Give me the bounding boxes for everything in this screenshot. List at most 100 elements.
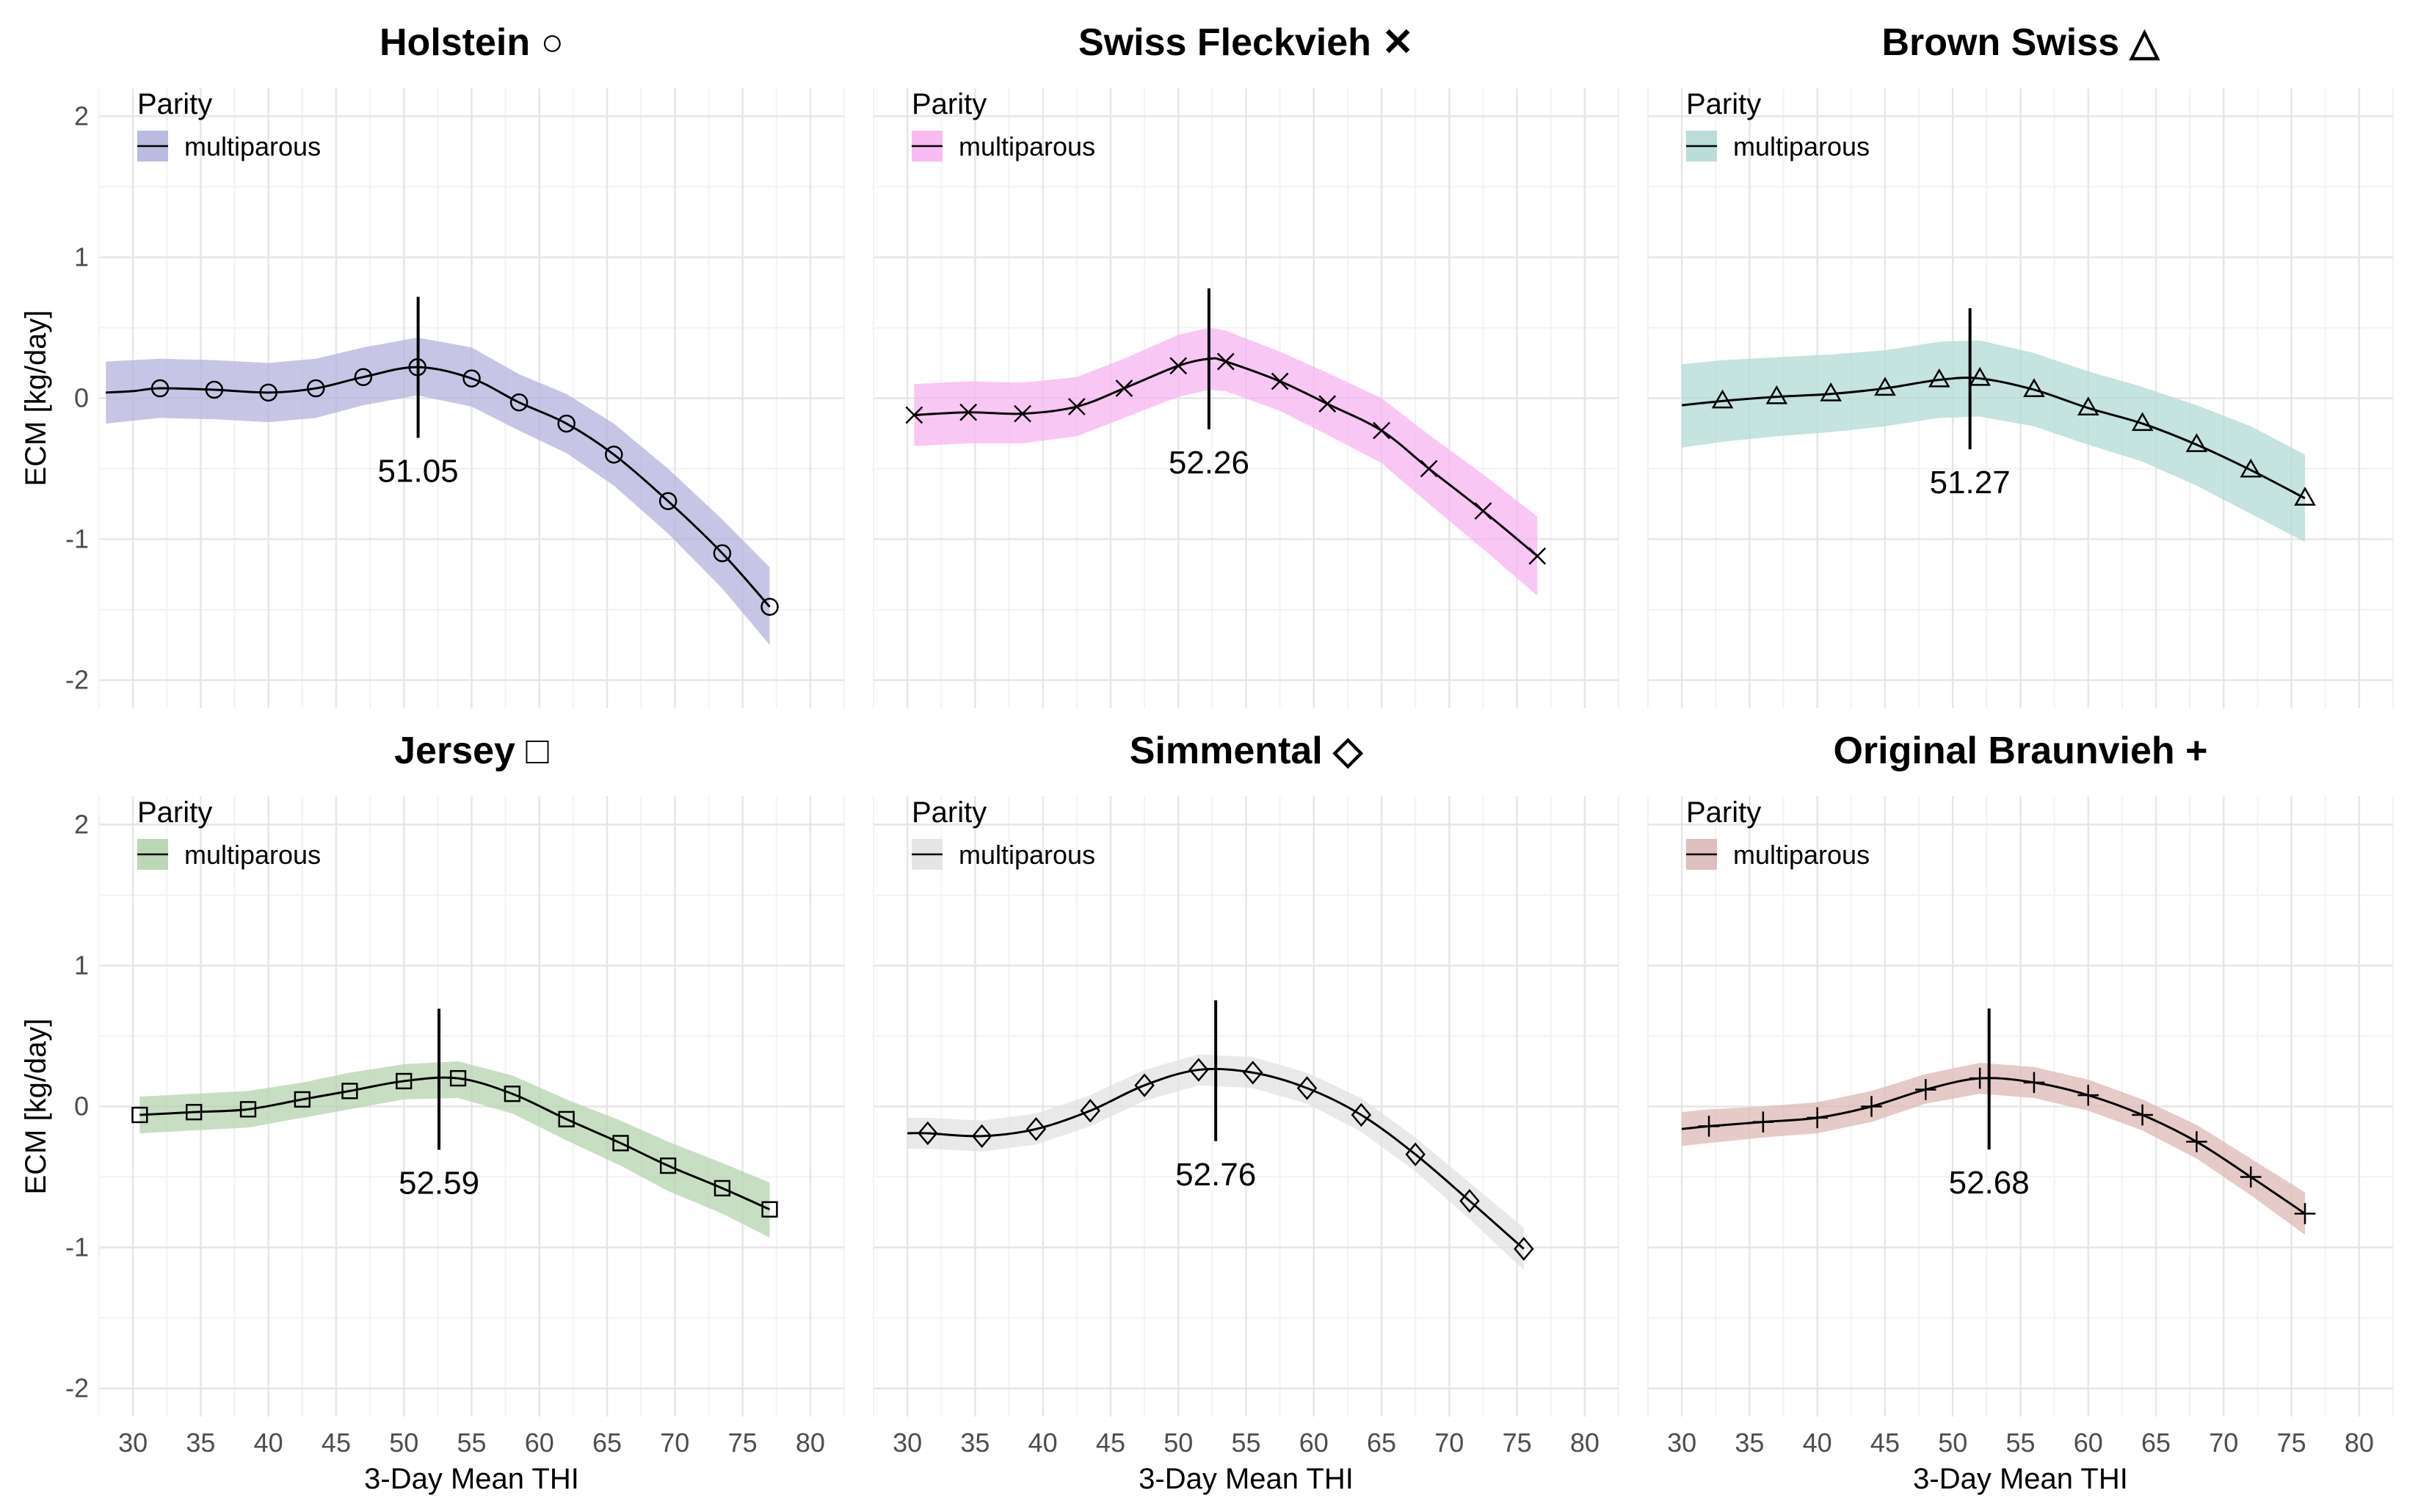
y-tick-label: 1: [74, 950, 89, 980]
x-tick-label: 80: [1570, 1428, 1600, 1458]
y-tick-label: -2: [65, 1373, 89, 1403]
data-point: [2023, 1072, 2045, 1094]
data-point: [2077, 396, 2099, 415]
data-point: [658, 492, 678, 510]
panel-title: Jersey □: [394, 730, 549, 772]
data-point: [307, 379, 325, 398]
data-point: [1874, 377, 1896, 396]
data-point: [1115, 379, 1133, 397]
x-tick-label: 75: [1503, 1428, 1532, 1458]
panel-4: Jersey □ -2 -1 0 1 2 ECM [kg/day] 30 35 40 45 50 55 6…: [20, 730, 845, 1495]
data-point: [659, 1157, 677, 1174]
data-point: [1188, 1058, 1209, 1082]
panel-title: Swiss Fleckvieh ✕: [1078, 21, 1414, 64]
confidence-band: [1682, 1062, 2306, 1235]
y-tick-label: 2: [74, 809, 89, 839]
x-tick-label: 65: [1367, 1428, 1396, 1458]
x-tick-label: 50: [1163, 1428, 1193, 1458]
data-point: [1474, 502, 1492, 520]
data-point: [1698, 1116, 1720, 1137]
x-tick-label: 45: [322, 1428, 351, 1458]
data-point: [1373, 421, 1390, 440]
data-point: [1318, 395, 1337, 413]
data-point: [959, 403, 978, 421]
legend-title: Parity: [1686, 796, 1761, 829]
data-point: [2294, 487, 2316, 506]
y-tick-label: -2: [65, 665, 89, 695]
legend-label: multiparous: [1733, 840, 1870, 870]
x-tick-label: 65: [2141, 1428, 2171, 1458]
data-point: [2131, 412, 2154, 432]
data-point: [2294, 1203, 2316, 1224]
data-point: [558, 1111, 575, 1127]
x-tick-label: 65: [592, 1428, 622, 1458]
x-tick-label: 70: [660, 1428, 689, 1458]
x-axis-label: 3-Day Mean THI: [1913, 1463, 2128, 1495]
confidence-band: [914, 327, 1538, 596]
confidence-band: [106, 337, 770, 645]
panel-title: Original Braunvieh +: [1833, 730, 2207, 772]
legend-label: multiparous: [959, 131, 1095, 161]
data-point: [1216, 352, 1235, 371]
data-point: [713, 544, 732, 562]
x-tick-label: 80: [796, 1428, 825, 1458]
legend-title: Parity: [912, 796, 987, 829]
x-tick-label: 75: [2277, 1428, 2306, 1458]
data-point: [1514, 1237, 1534, 1261]
legend-title: Parity: [912, 88, 987, 120]
data-point: [1014, 404, 1031, 423]
x-tick-label: 40: [254, 1428, 283, 1458]
x-tick-label: 75: [728, 1428, 758, 1458]
data-point: [612, 1135, 629, 1152]
data-point: [396, 1072, 413, 1090]
data-point: [131, 1106, 148, 1124]
legend-label: multiparous: [959, 840, 1095, 870]
legend-label: multiparous: [184, 840, 321, 870]
data-point: [2240, 458, 2262, 478]
confidence-band: [907, 1054, 1524, 1271]
panel-2: Swiss Fleckvieh ✕ 52.26 Parity multiparous: [873, 21, 1619, 708]
data-point: [1915, 1079, 1936, 1100]
x-axis-label: 3-Day Mean THI: [364, 1463, 579, 1495]
y-tick-label: -1: [65, 1232, 89, 1262]
panel-5: Simmental ◇ 30 35 40 45 50 55 60 65 70 75 80 3-Day M…: [873, 730, 1619, 1495]
confidence-band: [139, 1061, 770, 1238]
data-point: [1169, 357, 1188, 375]
data-point: [971, 1124, 992, 1149]
y-tick-label: 1: [74, 241, 89, 272]
threshold-label: 51.05: [378, 453, 459, 489]
x-tick-label: 35: [1735, 1428, 1764, 1458]
x-tick-label: 60: [1299, 1428, 1329, 1458]
data-point: [605, 446, 623, 464]
data-point: [2077, 1084, 2099, 1106]
x-tick-label: 55: [2005, 1428, 2035, 1458]
data-point: [1765, 385, 1788, 404]
series-line: [139, 1076, 771, 1211]
x-tick-label: 70: [1434, 1428, 1464, 1458]
data-point: [150, 379, 170, 398]
threshold-label: 51.27: [1930, 465, 2011, 501]
data-point: [186, 1104, 203, 1121]
data-point: [1351, 1102, 1372, 1127]
x-tick-label: 30: [118, 1428, 148, 1458]
data-point: [449, 1069, 467, 1087]
x-tick-label: 80: [2345, 1428, 2374, 1458]
x-tick-label: 45: [1870, 1428, 1900, 1458]
data-point: [1296, 1076, 1318, 1100]
data-point: [354, 368, 373, 386]
data-point: [504, 1086, 521, 1102]
data-point: [1025, 1116, 1047, 1141]
panel-1: Holstein ○ -2 -1 0 1 2 ECM [kg/day] 51.05 Parity…: [20, 21, 845, 708]
data-point: [1969, 366, 1991, 386]
x-tick-label: 30: [893, 1428, 922, 1458]
data-point: [1067, 398, 1086, 415]
y-tick-label: -1: [65, 524, 89, 554]
x-tick-label: 60: [525, 1428, 554, 1458]
data-point: [294, 1091, 311, 1108]
data-point: [509, 393, 529, 412]
x-tick-label: 55: [457, 1428, 486, 1458]
confidence-band: [1682, 340, 2306, 542]
data-point: [714, 1180, 731, 1197]
data-point: [1861, 1096, 1882, 1117]
